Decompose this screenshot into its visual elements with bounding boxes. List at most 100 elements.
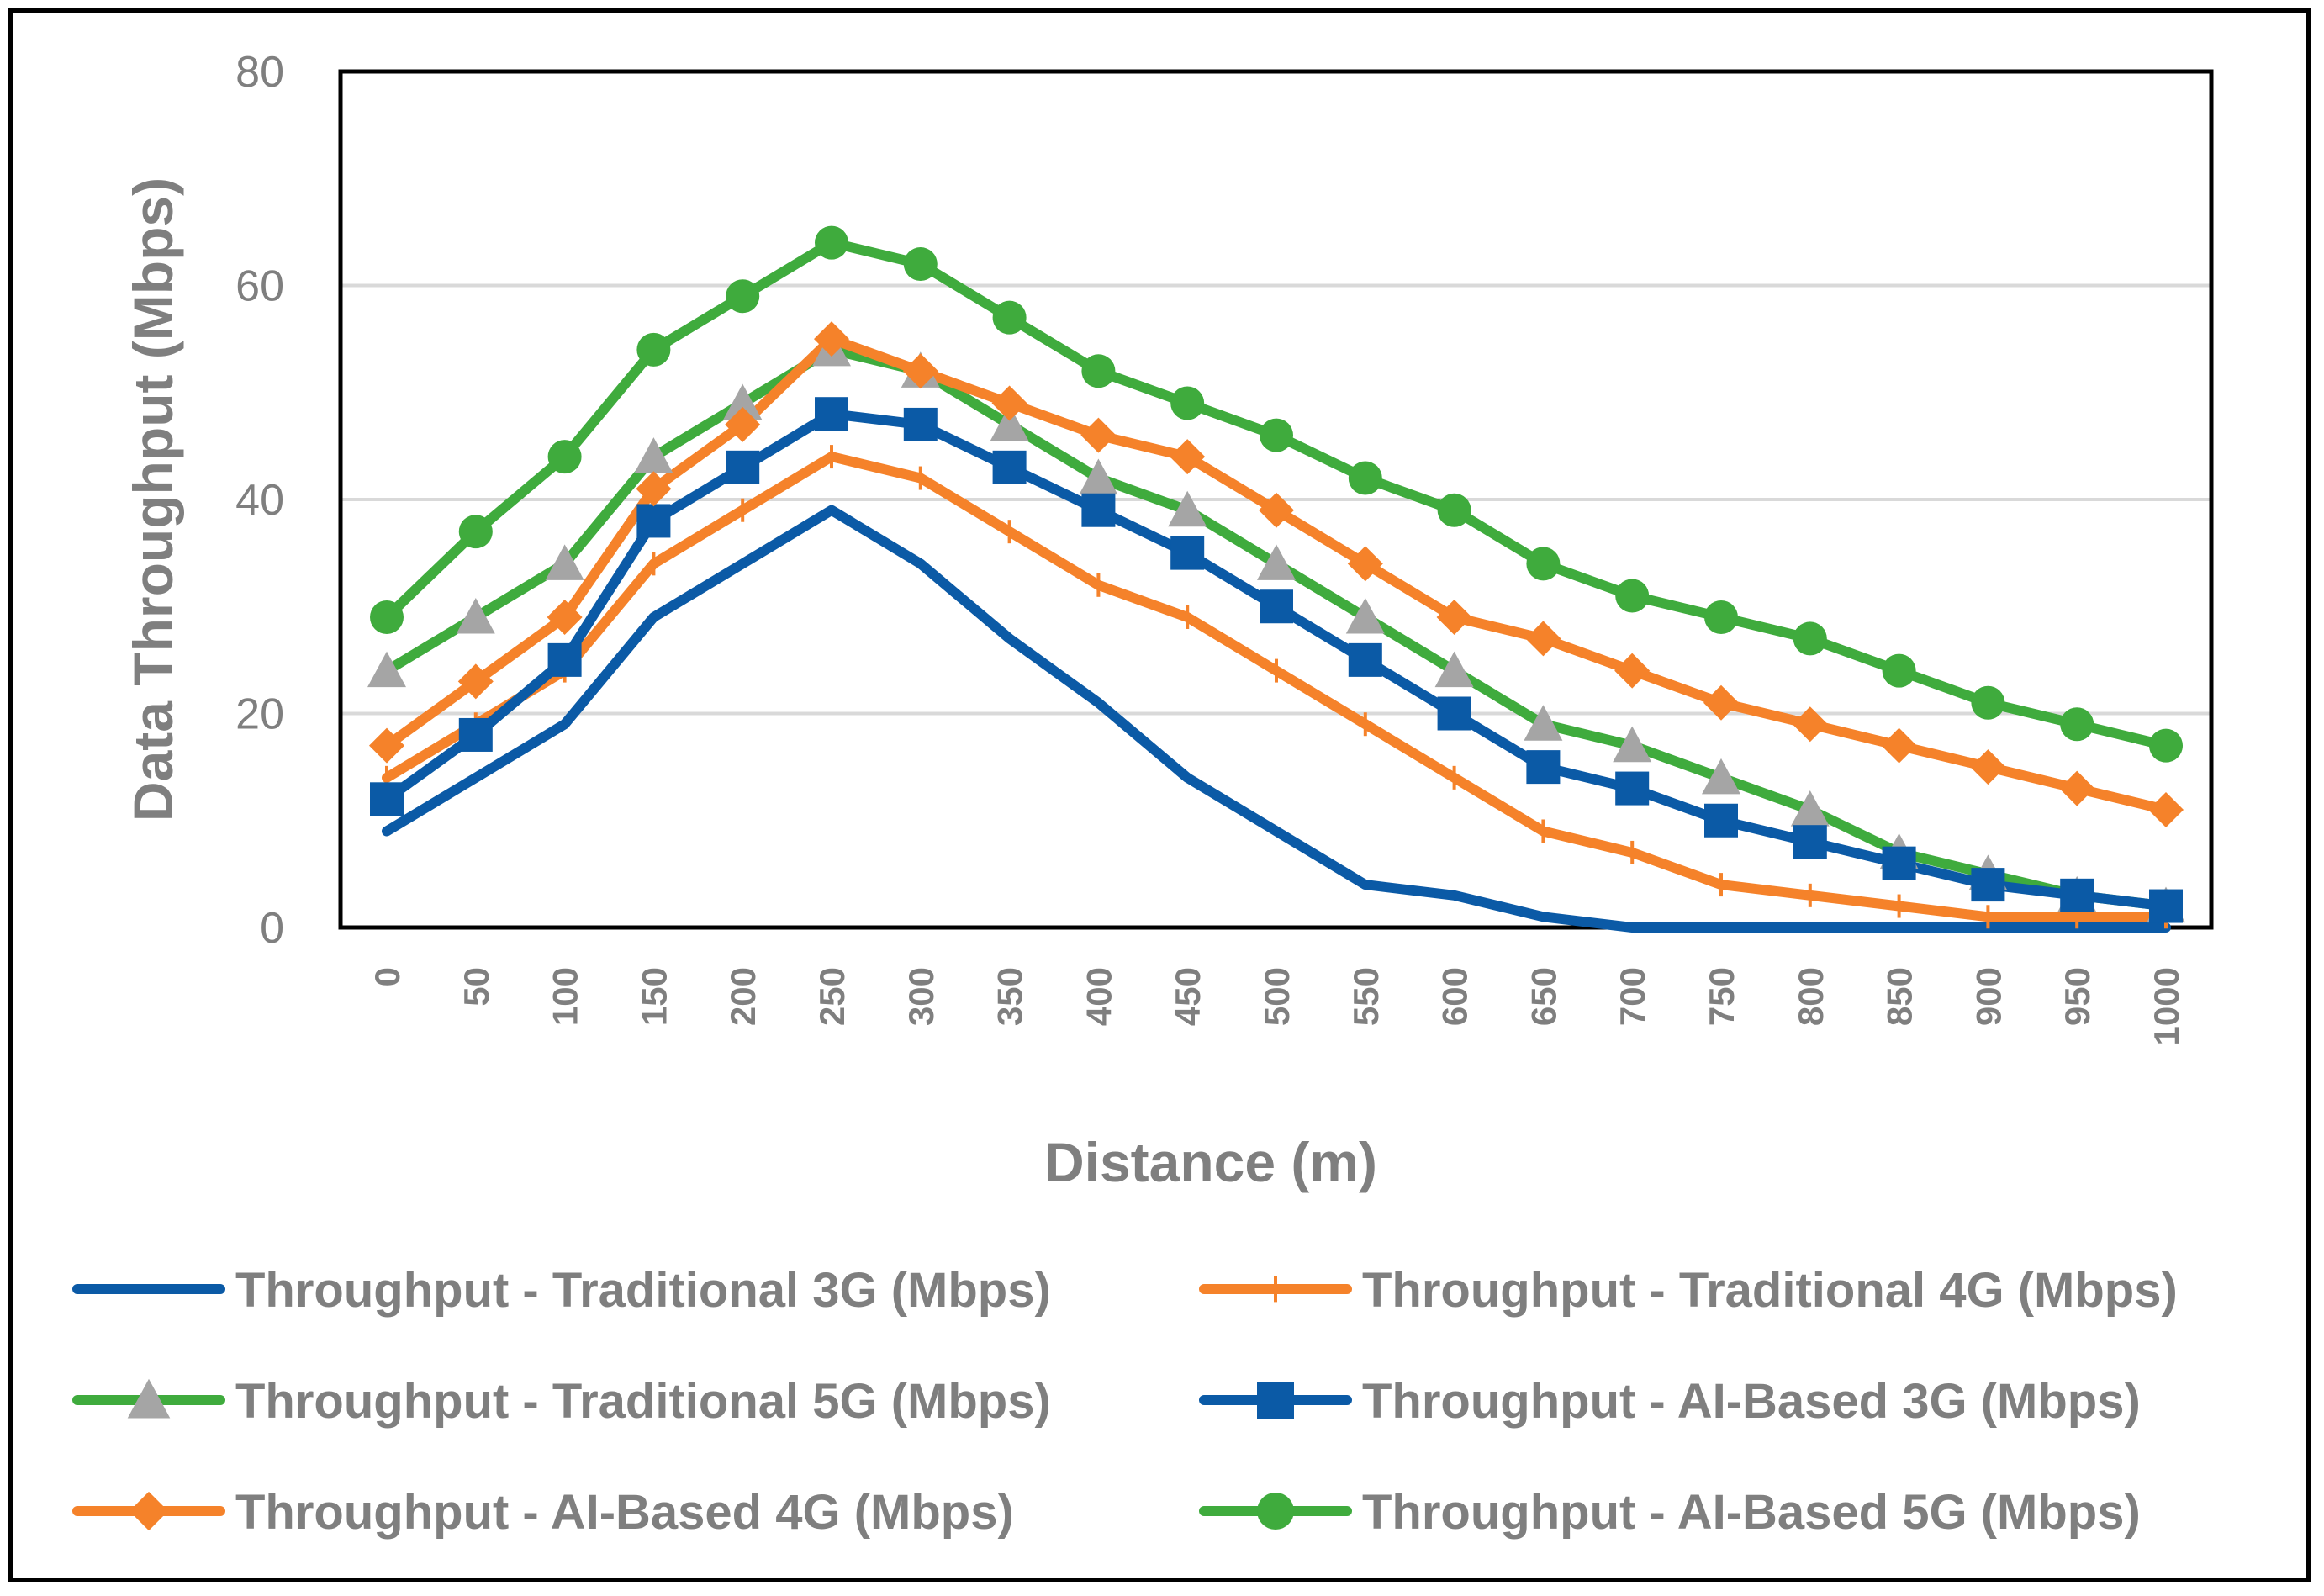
x-tick-label: 500 [1257, 967, 1297, 1026]
y-tick-label: 60 [235, 262, 284, 311]
series-markers [367, 225, 2185, 929]
diamond-marker [991, 385, 1027, 421]
triangle-marker [1790, 790, 1830, 827]
diamond-marker [1170, 439, 1206, 475]
circle-marker [1437, 493, 1471, 527]
circle-marker [1882, 653, 1916, 688]
triangle-marker [634, 437, 673, 473]
x-tick-label: 300 [901, 967, 941, 1026]
triangle-marker [1702, 758, 1740, 795]
diamond-marker [902, 353, 938, 389]
x-tick-label: 950 [2057, 967, 2097, 1026]
circle-marker [1081, 354, 1116, 388]
diamond-marker [1792, 706, 1828, 743]
circle-marker [636, 332, 671, 367]
diamond-marker [2148, 792, 2184, 828]
circle-marker [1793, 621, 1827, 656]
triangle-marker [1434, 651, 1474, 688]
circle-marker [1170, 386, 1205, 420]
diamond-marker [1970, 749, 2006, 785]
triangle-marker [1168, 490, 1207, 527]
diamond-marker [1614, 653, 1651, 689]
square-marker [636, 504, 671, 538]
circle-marker [1260, 418, 1293, 452]
x-tick-label: 150 [634, 967, 673, 1026]
y-tick-label: 20 [235, 690, 284, 739]
square-marker [1437, 696, 1471, 731]
circle-marker [370, 600, 404, 634]
x-tick-label: 550 [1346, 967, 1386, 1026]
square-marker [726, 450, 760, 484]
diamond-marker [547, 599, 583, 635]
square-marker [458, 717, 493, 752]
x-tick-label: 1000 [2147, 967, 2186, 1045]
x-tick-label: 200 [723, 967, 763, 1026]
x-tick-label: 350 [990, 967, 1030, 1026]
triangle-marker [1257, 544, 1296, 580]
circle-marker [992, 300, 1027, 335]
square-marker [2060, 878, 2094, 912]
diamond-marker [1080, 417, 1117, 453]
x-tick-label: 0 [367, 967, 407, 986]
square-marker [1170, 536, 1205, 570]
legend-item: Throughput - Traditional 4G (Mbps) [1199, 1263, 2178, 1318]
triangle-marker [1524, 705, 1563, 741]
x-tick-label: 450 [1168, 967, 1207, 1026]
circle-marker [1526, 547, 1561, 581]
triangle-marker [1613, 726, 1652, 763]
circle-marker [1348, 461, 1382, 495]
circle-marker [2149, 728, 2183, 763]
circle-marker [903, 247, 938, 282]
circle-marker [458, 515, 493, 549]
diamond-marker [636, 471, 672, 507]
legend-item: Throughput - AI-Based 4G (Mbps) [72, 1485, 1014, 1540]
y-tick-label: 80 [235, 48, 284, 97]
x-tick-label: 650 [1524, 967, 1563, 1026]
square-marker [1081, 493, 1116, 527]
y-axis-title: Data Throughput (Mbps) [122, 177, 184, 822]
square-marker [1257, 1382, 1294, 1419]
diamond-marker [1347, 546, 1383, 582]
legend-label: Throughput - AI-Based 3G (Mbps) [1362, 1374, 2141, 1429]
circle-marker [547, 440, 582, 474]
triangle-marker [1079, 458, 1118, 495]
x-tick-label: 600 [1435, 967, 1475, 1026]
triangle-marker [456, 597, 495, 634]
diamond-marker [1525, 621, 1561, 657]
x-tick-label: 50 [457, 967, 496, 1007]
legend-label: Throughput - Traditional 3G (Mbps) [235, 1263, 1051, 1318]
square-marker [1260, 589, 1293, 624]
circle-marker [1257, 1493, 1294, 1530]
circle-marker [2060, 707, 2094, 742]
triangle-marker [990, 404, 1029, 441]
circle-marker [1971, 685, 2005, 720]
y-tick-label: 0 [260, 904, 284, 953]
diamond-marker [457, 663, 494, 700]
x-tick-label: 700 [1613, 967, 1652, 1026]
triangle-marker [723, 383, 763, 420]
square-marker [2149, 889, 2183, 923]
y-axis-ticks: 0 20 40 60 80 [235, 48, 284, 953]
x-axis-ticks: 0 50 100 150 200 250 300 350 400 450 500 550 600 650 7… [367, 967, 2186, 1045]
square-marker [1793, 825, 1827, 859]
legend: Throughput - Traditional 3G (Mbps) Throug… [72, 1263, 2178, 1540]
diamond-marker [725, 406, 761, 442]
diamond-marker [2059, 770, 2095, 806]
square-marker [815, 397, 848, 431]
square-marker [1882, 846, 1916, 880]
legend-item: Throughput - AI-Based 5G (Mbps) [1199, 1485, 2141, 1540]
plot-area-border [338, 69, 2214, 930]
x-tick-label: 800 [1791, 967, 1830, 1026]
diamond-marker [1436, 599, 1472, 635]
x-tick-label: 400 [1079, 967, 1118, 1026]
x-tick-label: 250 [812, 967, 852, 1026]
square-marker [1971, 868, 2005, 902]
legend-item: Throughput - AI-Based 3G (Mbps) [1199, 1374, 2141, 1429]
circle-marker [1615, 579, 1650, 613]
square-marker [1526, 750, 1561, 785]
series-line-1 [382, 505, 2171, 933]
legend-item: Throughput - Traditional 3G (Mbps) [72, 1263, 1051, 1318]
square-marker [903, 407, 938, 441]
legend-label: Throughput - Traditional 5G (Mbps) [235, 1374, 1051, 1429]
legend-label: Throughput - Traditional 4G (Mbps) [1362, 1263, 2178, 1318]
